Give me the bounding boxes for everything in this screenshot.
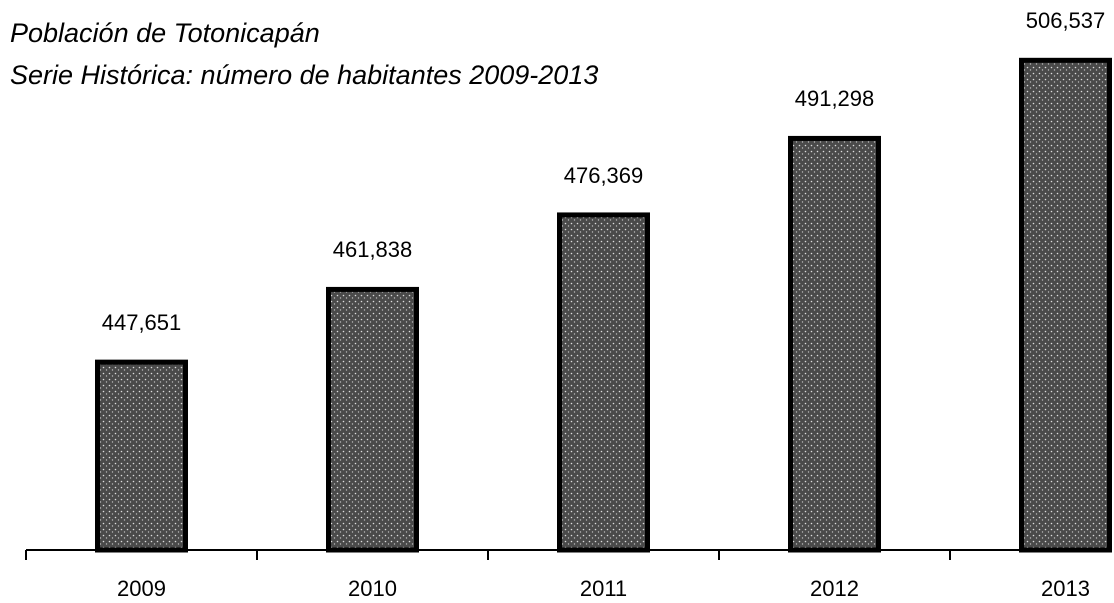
value-label: 491,298 bbox=[795, 86, 875, 111]
x-tick-label: 2011 bbox=[580, 576, 627, 601]
value-label: 476,369 bbox=[564, 163, 644, 188]
bar bbox=[95, 359, 188, 553]
bar bbox=[557, 212, 650, 553]
value-label: 506,537 bbox=[1026, 8, 1106, 33]
chart-subtitle: Serie Histórica: número de habitantes 20… bbox=[10, 60, 598, 90]
x-tick-label: 2009 bbox=[117, 576, 166, 601]
bar bbox=[1019, 57, 1112, 553]
x-tick-label: 2010 bbox=[348, 576, 397, 601]
bar bbox=[326, 286, 419, 553]
x-tick-label: 2012 bbox=[810, 576, 859, 601]
value-label: 461,838 bbox=[333, 237, 413, 262]
bar bbox=[788, 135, 881, 553]
chart-title: Población de Totonicapán bbox=[10, 18, 320, 48]
value-label: 447,651 bbox=[102, 310, 182, 335]
x-tick-label: 2013 bbox=[1041, 576, 1090, 601]
